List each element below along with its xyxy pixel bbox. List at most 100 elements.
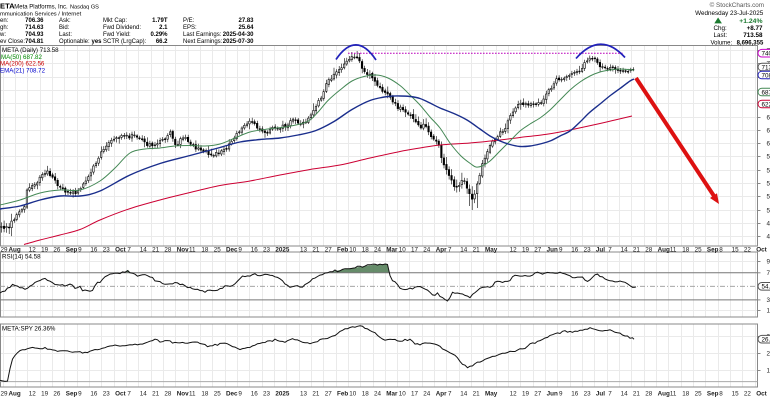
svg-text:MA(200) 622.56: MA(200) 622.56 [0, 61, 45, 68]
svg-text:17: 17 [411, 247, 419, 254]
svg-text:26: 26 [53, 247, 61, 254]
svg-text:Volume:: Volume: [711, 41, 733, 47]
svg-text:1.79T: 1.79T [152, 18, 168, 24]
svg-text:24: 24 [374, 247, 382, 254]
svg-text:2025: 2025 [275, 247, 290, 254]
svg-text:18: 18 [201, 247, 209, 254]
svg-text:9: 9 [78, 391, 82, 398]
svg-text:7: 7 [608, 391, 612, 398]
svg-text:11: 11 [670, 247, 677, 254]
svg-text:12: 12 [510, 247, 518, 254]
svg-text:+8.77: +8.77 [747, 25, 763, 32]
svg-text:21: 21 [152, 391, 160, 398]
svg-text:27: 27 [534, 391, 542, 398]
svg-text:28: 28 [164, 247, 172, 254]
svg-text:740.89: 740.89 [762, 51, 770, 58]
svg-text:29: 29 [1, 247, 9, 254]
svg-text:704.81: 704.81 [25, 39, 44, 45]
svg-text:+1.24%: +1.24% [739, 18, 762, 25]
svg-text:16: 16 [571, 391, 579, 398]
svg-text:Sep: Sep [707, 391, 719, 398]
svg-text:21: 21 [312, 247, 320, 254]
svg-text:16: 16 [90, 391, 98, 398]
svg-text:7: 7 [448, 247, 452, 254]
svg-text:8: 8 [719, 391, 723, 398]
svg-text:23: 23 [103, 391, 111, 398]
svg-text:Dec: Dec [226, 391, 238, 398]
svg-text:MA(50) 687.82: MA(50) 687.82 [1, 54, 42, 61]
svg-text:Fwd Yield:: Fwd Yield: [103, 32, 131, 38]
svg-text:9: 9 [559, 391, 563, 398]
svg-text:15: 15 [732, 247, 740, 254]
svg-text:Mar: Mar [386, 247, 398, 254]
svg-text:7: 7 [127, 247, 131, 254]
svg-text:13: 13 [300, 247, 308, 254]
svg-text:14: 14 [460, 391, 468, 398]
svg-text:713.58: 713.58 [743, 32, 763, 39]
svg-text:18: 18 [362, 247, 370, 254]
svg-text:480: 480 [767, 221, 770, 228]
svg-text:9: 9 [238, 247, 242, 254]
svg-text:30: 30 [767, 297, 770, 304]
svg-text:Meta Platforms, Inc.: Meta Platforms, Inc. [14, 5, 68, 11]
svg-text:9: 9 [78, 247, 82, 254]
svg-text:21: 21 [633, 247, 641, 254]
svg-text:Aug: Aug [658, 391, 670, 398]
svg-text:2025-07-30: 2025-07-30 [223, 39, 254, 45]
svg-text:ev Close:: ev Close: [0, 39, 25, 45]
svg-text:7: 7 [448, 391, 452, 398]
svg-text:540: 540 [767, 181, 770, 188]
svg-text:54.58: 54.58 [762, 284, 770, 291]
svg-text:May: May [485, 391, 498, 398]
svg-text:27: 27 [325, 391, 333, 398]
svg-text:12: 12 [510, 391, 518, 398]
svg-text:11: 11 [670, 391, 677, 398]
svg-text:713.58: 713.58 [762, 64, 770, 71]
svg-text:7: 7 [127, 391, 131, 398]
svg-text:Next Earnings:: Next Earnings: [183, 39, 223, 45]
svg-text:14: 14 [621, 247, 629, 254]
svg-text:Sep: Sep [707, 247, 719, 254]
svg-text:23: 23 [584, 247, 592, 254]
svg-text:12: 12 [29, 247, 37, 254]
svg-text:10: 10 [767, 308, 770, 315]
svg-text:23: 23 [263, 391, 271, 398]
svg-text:EPS:: EPS: [183, 25, 197, 31]
svg-text:14: 14 [460, 247, 468, 254]
svg-text:18: 18 [682, 247, 690, 254]
svg-text:28: 28 [164, 391, 172, 398]
svg-text:10: 10 [349, 247, 357, 254]
svg-text:Sep: Sep [66, 247, 78, 254]
svg-text:ETA: ETA [0, 2, 15, 11]
svg-text:29: 29 [1, 391, 9, 398]
svg-text:27.83: 27.83 [238, 18, 254, 24]
svg-text:en:: en: [0, 18, 9, 24]
svg-text:21: 21 [633, 391, 641, 398]
svg-text:24: 24 [423, 247, 431, 254]
svg-text:687.82: 687.82 [762, 89, 770, 96]
svg-text:Last Earnings:: Last Earnings: [183, 32, 222, 38]
svg-text:19: 19 [522, 391, 530, 398]
svg-text:Feb: Feb [337, 391, 348, 398]
svg-text:28: 28 [645, 247, 653, 254]
svg-text:mmunication Services / Interne: mmunication Services / Internet [0, 12, 82, 18]
svg-text:16: 16 [251, 247, 259, 254]
svg-text:META:SPY 26.36%: META:SPY 26.36% [2, 326, 56, 333]
svg-text:Feb: Feb [337, 247, 348, 254]
svg-text:22: 22 [744, 391, 752, 398]
svg-text:2025: 2025 [275, 391, 290, 398]
svg-text:28: 28 [645, 391, 653, 398]
svg-text:9: 9 [238, 391, 242, 398]
svg-text:12: 12 [29, 391, 37, 398]
svg-text:Mkt Cap:: Mkt Cap: [103, 18, 127, 24]
svg-text:yes: yes [92, 39, 103, 45]
svg-text:gh:: gh: [0, 25, 9, 31]
svg-text:23: 23 [103, 247, 111, 254]
svg-text:w:: w: [0, 32, 6, 38]
svg-text:SCTR (LrgCap):: SCTR (LrgCap): [103, 39, 147, 45]
svg-text:Oct: Oct [756, 247, 767, 254]
svg-text:714.63: 714.63 [25, 25, 44, 31]
svg-text:27: 27 [325, 247, 333, 254]
svg-text:23: 23 [263, 247, 271, 254]
svg-text:Ask:: Ask: [59, 18, 71, 24]
